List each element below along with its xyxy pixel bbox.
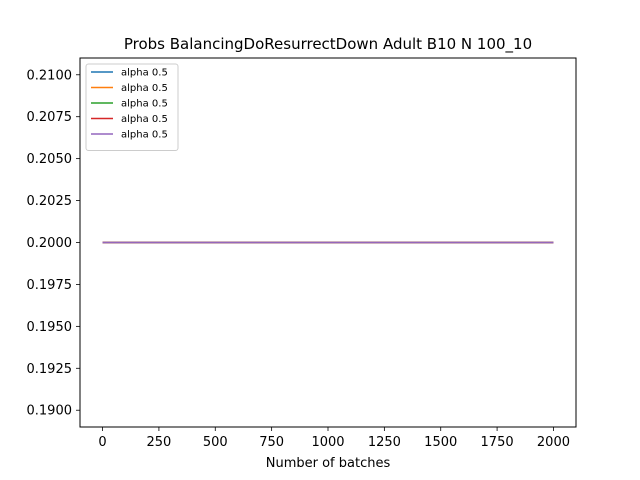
- x-tick-label: 2000: [537, 435, 570, 450]
- x-tick-label: 1000: [311, 435, 344, 450]
- y-tick-label: 0.1950: [27, 320, 73, 335]
- y-tick-label: 0.1900: [27, 404, 73, 419]
- x-tick-label: 1750: [481, 435, 514, 450]
- plot-area: 0 250 500 750 1000 1250 1500 1750 2000 0.19000.1…: [27, 57, 577, 450]
- x-axis-ticks: 0 250 500 750 1000 1250 1500 1750 2000: [98, 427, 570, 450]
- y-tick-label: 0.2075: [27, 110, 73, 125]
- legend-entry-label: alpha 0.5: [121, 99, 168, 110]
- x-tick-label: 750: [259, 435, 284, 450]
- y-tick-label: 0.2100: [27, 68, 73, 83]
- y-tick-label: 0.2050: [27, 152, 73, 167]
- x-tick-label: 250: [146, 435, 171, 450]
- legend-entry-label: alpha 0.5: [121, 130, 168, 141]
- x-axis-label: Number of batches: [266, 456, 391, 471]
- y-tick-label: 0.2000: [27, 236, 73, 251]
- x-tick-label: 1250: [368, 435, 401, 450]
- legend-box: [85, 63, 179, 151]
- legend-entry-label: alpha 0.5: [121, 68, 168, 79]
- x-tick-label: 0: [98, 435, 106, 450]
- legend: alpha 0.5 alpha 0.5 alpha 0.5 alpha 0.5 alph…: [85, 63, 179, 151]
- y-tick-label: 0.1975: [27, 278, 73, 293]
- y-tick-label: 0.1925: [27, 362, 73, 377]
- y-axis-ticks: 0.1900 0.1925 0.1950 0.1975 0.2000 0.2025 0.20…: [27, 68, 80, 419]
- y-tick-label: 0.2025: [27, 194, 73, 209]
- x-tick-label: 500: [203, 435, 228, 450]
- legend-entry-label: alpha 0.5: [121, 114, 168, 125]
- x-tick-label: 1500: [424, 435, 457, 450]
- legend-entry-label: alpha 0.5: [121, 83, 168, 94]
- chart-title: Probs BalancingDoResurrectDown Adult B10…: [124, 35, 532, 54]
